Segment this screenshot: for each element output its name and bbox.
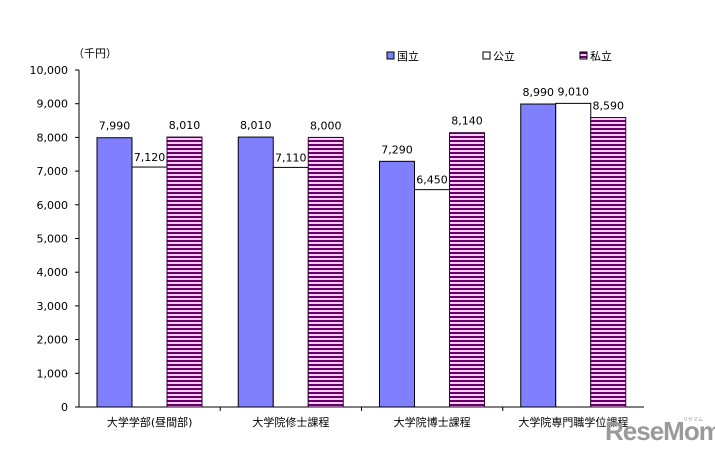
resemom-watermark: ReseMom.リセマム [605,416,715,446]
bar-value-label: 8,990 [523,86,555,99]
bar-国立 [96,137,133,408]
category-label: 大学院博士課程 [394,415,471,429]
y-tick-label: 2,000 [37,334,69,347]
bar-公立 [272,166,309,408]
y-tick-label: 0 [61,401,68,414]
bar-国立 [520,103,557,408]
y-tick-label: 5,000 [37,233,69,246]
y-tick-label: 9,000 [37,98,69,111]
bar-value-label: 8,590 [593,100,625,113]
y-unit-label: （千円） [73,47,117,60]
bar-公立 [131,166,168,408]
bar-value-label: 7,990 [99,120,131,133]
chart-bars: 7,990 7,120 8,010 8,010 7,110 8,000 7,290 6,450… [96,85,627,408]
y-tick-label: 4,000 [37,266,69,279]
legend-swatch-公立 [482,51,491,60]
watermark-small-text: リセマム [683,417,703,423]
bar-私立 [449,132,485,408]
bar-value-label: 8,010 [240,119,272,132]
watermark-text: ReseMom. [605,416,715,446]
bar-value-label: 9,010 [558,85,590,98]
bar-国立 [237,136,274,408]
chart-legend: 国立 公立 私立 [386,49,612,63]
bar-私立 [166,136,203,408]
y-tick-label: 3,000 [37,300,69,313]
bar-value-label: 8,000 [310,119,342,132]
bar-国立 [379,160,415,408]
legend-label: 国立 [397,49,419,63]
bar-value-label: 8,010 [169,119,201,132]
y-tick-label: 6,000 [37,199,69,212]
legend-swatch-私立 [579,51,588,60]
bar-私立 [590,117,627,408]
category-label: 大学学部(昼間部) [107,415,193,429]
category-label: 大学院修士課程 [252,415,329,429]
y-tick-label: 7,000 [37,165,69,178]
bar-公立 [414,189,450,408]
category-label: 大学院専門職学位課程 [518,415,628,429]
legend-label: 公立 [493,49,515,63]
bar-私立 [307,136,344,408]
bar-value-label: 7,290 [381,143,413,156]
y-tick-label: 10,000 [30,64,69,77]
bar-value-label: 7,110 [275,151,307,164]
bar-value-label: 7,120 [134,151,166,164]
bar-value-label: 8,140 [451,115,483,128]
chart-axes: 0 1,000 2,000 3,000 4,000 5,000 6,000 7,000 8,00… [30,47,644,429]
bar-公立 [555,102,592,408]
bar-value-label: 6,450 [416,174,448,187]
legend-label: 私立 [590,49,612,63]
y-tick-label: 8,000 [37,131,69,144]
y-tick-label: 1,000 [37,367,69,380]
legend-swatch-国立 [386,51,395,60]
